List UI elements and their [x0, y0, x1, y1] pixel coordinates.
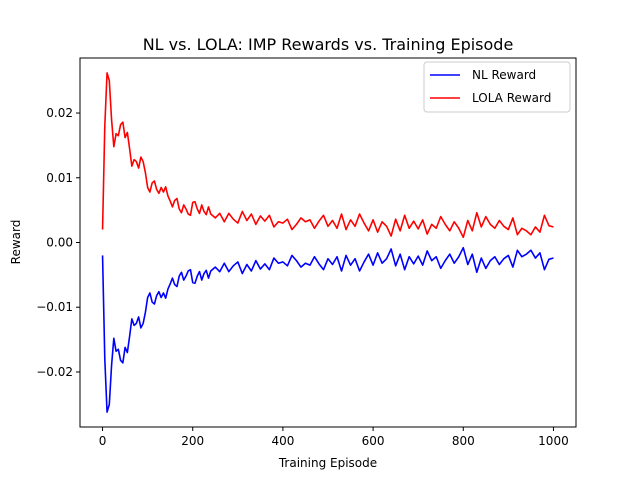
y-tick-label: −0.02 — [36, 365, 73, 379]
y-axis-label: Reward — [9, 220, 23, 265]
x-tick-label: 1000 — [538, 434, 569, 448]
series-layer — [101, 72, 554, 413]
x-tick-label: 400 — [271, 434, 294, 448]
y-tick-label: 0.01 — [46, 171, 73, 185]
y-tick-label: 0.02 — [46, 106, 73, 120]
series-line-nl-reward — [101, 246, 554, 413]
legend: NL Reward LOLA Reward — [423, 61, 571, 113]
x-axis-ticks: 0 200 400 600 800 1000 — [99, 427, 569, 448]
x-tick-label: 600 — [362, 434, 385, 448]
x-axis-label: Training Episode — [278, 456, 377, 470]
chart-title: NL vs. LOLA: IMP Rewards vs. Training Ep… — [143, 35, 514, 54]
plot-area: 0 200 400 600 800 1000 −0.02 −0.01 0.00 0.01 0.02 — [36, 57, 577, 448]
series-line-lola-reward — [101, 72, 554, 239]
legend-label-nl-reward: NL Reward — [472, 68, 536, 82]
legend-box — [423, 61, 571, 113]
x-tick-label: 200 — [181, 434, 204, 448]
legend-label-lola-reward: LOLA Reward — [472, 91, 551, 105]
x-tick-label: 800 — [452, 434, 475, 448]
y-tick-label: −0.01 — [36, 300, 73, 314]
x-tick-label: 0 — [99, 434, 107, 448]
y-tick-label: 0.00 — [46, 236, 73, 250]
y-axis-ticks: −0.02 −0.01 0.00 0.01 0.02 — [36, 106, 80, 379]
